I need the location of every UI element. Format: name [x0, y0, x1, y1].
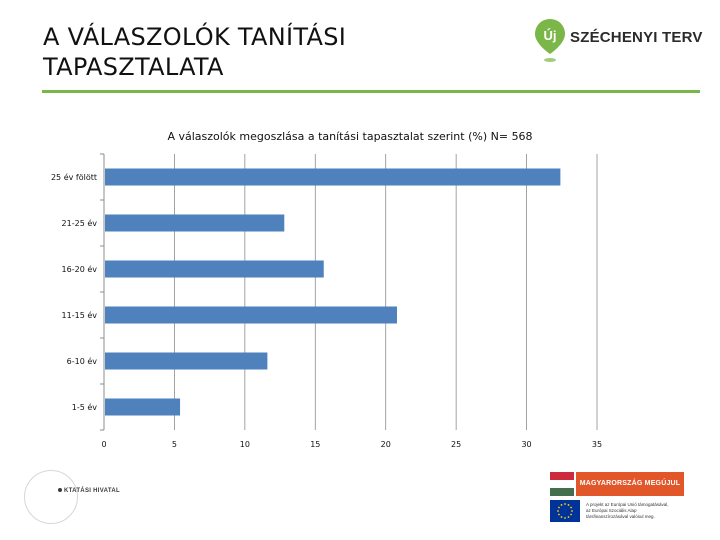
- x-tick-label-0: 0: [101, 440, 106, 449]
- slide-title-line-2: TAPASZTALATA: [43, 53, 224, 81]
- bar-4: [105, 352, 268, 370]
- eu-star-icon: [567, 504, 570, 506]
- org-name: KTATÁSI HIVATAL: [64, 488, 120, 494]
- x-tick-label-4: 20: [381, 440, 391, 449]
- x-tick-label-1: 5: [172, 440, 177, 449]
- title-divider: [42, 90, 700, 93]
- bar-2: [105, 260, 324, 278]
- banner-label: MAGYARORSZÁG MEGÚJUL: [576, 472, 684, 496]
- slide-title: A VÁLASZOLÓK TANÍTÁSI TAPASZTALATA: [43, 22, 503, 82]
- eu-star-icon: [564, 503, 566, 505]
- x-tick-label-2: 10: [240, 440, 250, 449]
- brand-name: SZÉCHENYI TERV: [570, 29, 703, 46]
- bar-3: [105, 306, 397, 324]
- eu-funding-notice: A projekt az Európai Unió támogatásával,…: [550, 500, 690, 526]
- x-tick-label-7: 35: [592, 440, 602, 449]
- category-label-4: 6-10 év: [67, 356, 98, 366]
- eu-star-icon: [558, 506, 560, 509]
- eu-star-icon: [570, 513, 572, 516]
- oktatasi-hivatal-logo: KTATÁSI HIVATAL: [24, 470, 134, 526]
- eu-notice-line-3: társfinanszírozásával valósul meg.: [586, 514, 655, 519]
- szechenyi-terv-logo: Új SZÉCHENYI TERV: [534, 18, 702, 66]
- eu-star-icon: [570, 506, 572, 509]
- chart-title: A válaszolók megoszlása a tanítási tapas…: [167, 130, 533, 143]
- magyarorszag-megujul-banner: MAGYARORSZÁG MEGÚJUL: [550, 472, 684, 496]
- location-pin-icon: Új: [535, 19, 565, 62]
- brand-mark-letter: Új: [544, 28, 557, 43]
- eu-notice-line-2: az Európai Szociális Alap: [586, 508, 637, 513]
- category-label-3: 11-15 év: [62, 310, 98, 320]
- eu-flag-icon: [550, 500, 580, 522]
- bar-1: [105, 214, 285, 232]
- hungarian-flag-icon: [550, 472, 574, 496]
- org-dot-icon: [58, 488, 62, 493]
- eu-star-icon: [567, 516, 570, 518]
- eu-star-icon: [564, 517, 566, 519]
- eu-star-icon: [560, 504, 563, 506]
- eu-star-icon: [571, 510, 573, 512]
- x-tick-label-3: 15: [310, 440, 320, 449]
- eu-star-icon: [560, 516, 563, 518]
- bar-0: [105, 168, 561, 186]
- category-label-5: 1-5 év: [72, 402, 98, 412]
- eu-star-icon: [557, 510, 559, 512]
- eu-notice-line-1: A projekt az Európai Unió támogatásával,: [586, 502, 669, 507]
- x-tick-label-5: 25: [451, 440, 461, 449]
- category-label-0: 25 év fölött: [51, 172, 97, 182]
- org-name-label: KTATÁSI HIVATAL: [58, 488, 120, 494]
- slide-title-line-1: A VÁLASZOLÓK TANÍTÁSI: [43, 23, 347, 51]
- category-label-2: 16-20 év: [62, 264, 98, 274]
- eu-star-icon: [558, 513, 560, 516]
- org-logo-circle: [24, 470, 78, 524]
- category-label-1: 21-25 év: [62, 218, 98, 228]
- bar-5: [105, 398, 181, 416]
- x-tick-label-6: 30: [521, 440, 531, 449]
- eu-notice-text: A projekt az Európai Unió támogatásával,…: [586, 502, 690, 520]
